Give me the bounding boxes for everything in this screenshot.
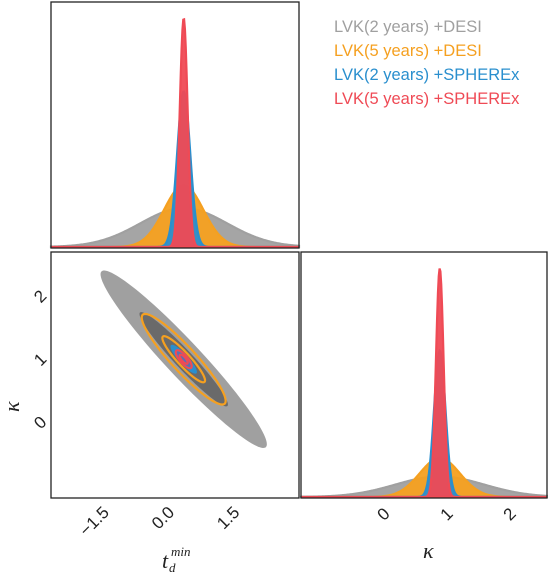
- joint-panel: [50, 251, 300, 499]
- x-axis-label-t: t: [162, 548, 169, 573]
- marginal-kappa-panel: [299, 251, 548, 499]
- legend-entry-lvk-5-years-desi: LVK(5 years) +DESI: [334, 42, 482, 60]
- y-axis-label-kappa: κ: [0, 401, 24, 412]
- marginal-kappa-frame: [300, 251, 548, 499]
- y-tick-kappa-1: 1: [30, 350, 50, 370]
- x-axis-label-kappa: κ: [423, 538, 434, 563]
- y-tick-kappa-2: 2: [30, 286, 50, 306]
- marginal-t-panel: [49, 1, 301, 249]
- contour-lvk-5-years-desi-level-1: [140, 312, 227, 406]
- contour-lvk-5-years-spherex-level-1: [174, 349, 193, 370]
- x-tick-kappa-2: 2: [500, 504, 520, 524]
- x-tick-kappa-1: 1: [437, 504, 457, 524]
- x-tick-kappa-0: 0: [374, 504, 394, 524]
- y-tick-kappa-0: 0: [30, 413, 50, 433]
- marginal-t-frame: [50, 1, 300, 249]
- x-tick-t-1: 0.0: [148, 503, 178, 533]
- legend-entry-lvk-2-years-desi: LVK(2 years) +DESI: [334, 18, 482, 36]
- x-tick-t-0: −1.5: [76, 503, 113, 540]
- marginal-lvk-5-years-spherex: [301, 268, 547, 499]
- contour-lvk-5-years-spherex-level-2: [178, 353, 189, 365]
- x-axis-label-t-superscript: min: [171, 544, 191, 559]
- x-tick-t-2: 1.5: [213, 503, 243, 533]
- legend: LVK(2 years) +DESI LVK(5 years) +DESI LVK(…: [334, 18, 520, 108]
- contour-lvk-5-years-desi-level-2: [161, 335, 207, 384]
- legend-entry-lvk-5-years-spherex: LVK(5 years) +SPHEREx: [334, 90, 520, 108]
- joint-frame: [50, 251, 300, 499]
- x-axis-label-t-subscript: d: [169, 560, 176, 575]
- marginal-lvk-5-years-spherex: [51, 17, 299, 249]
- legend-entry-lvk-2-years-spherex: LVK(2 years) +SPHEREx: [334, 66, 520, 84]
